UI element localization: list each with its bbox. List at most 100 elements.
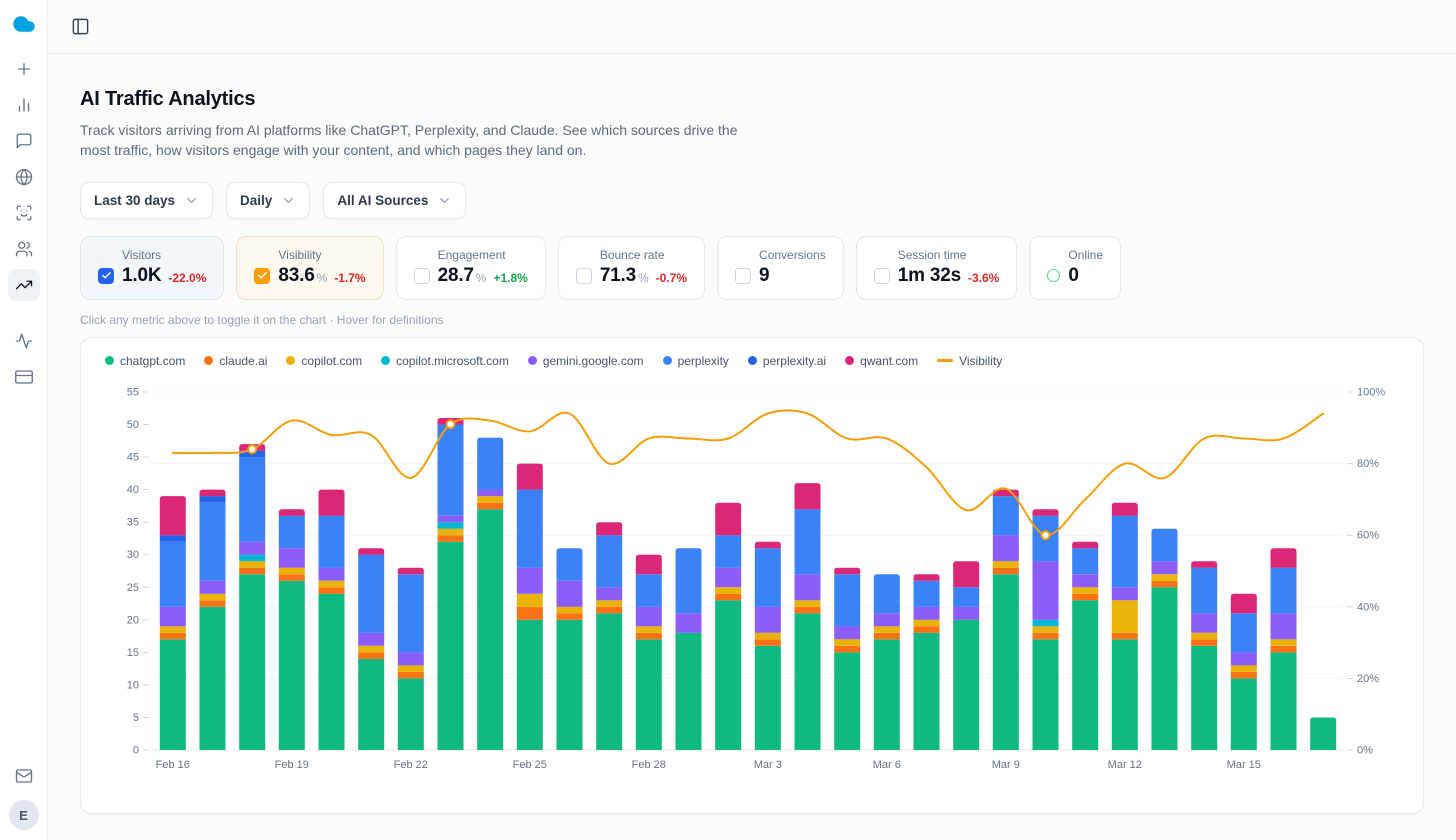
- legend-line-icon: [937, 359, 954, 362]
- metric-value-row: 83.6% -1.7%: [254, 265, 366, 287]
- filters-row: Last 30 days Daily All AI Sources: [80, 181, 1424, 219]
- sidebar-item-ai-traffic[interactable]: [7, 269, 40, 301]
- metric-label: Visibility: [278, 247, 322, 262]
- svg-text:Feb 28: Feb 28: [632, 759, 666, 771]
- metric-value: 9: [759, 264, 770, 286]
- chevron-down-icon: [440, 197, 450, 203]
- legend-label: claude.ai: [219, 353, 268, 368]
- metric-card-bounce-rate[interactable]: Bounce rate 71.3% -0.7%: [557, 235, 706, 300]
- metric-label: Online: [1068, 247, 1104, 262]
- legend-item-gemini-google-com[interactable]: gemini.google.com: [527, 353, 644, 368]
- sidebar-item-activity[interactable]: [8, 325, 40, 357]
- metric-checkbox-checked[interactable]: [254, 267, 271, 284]
- metric-value: 28.7: [437, 264, 474, 286]
- legend-dot-icon: [286, 356, 296, 366]
- svg-text:30: 30: [127, 549, 139, 561]
- filter-label: All AI Sources: [337, 192, 429, 208]
- metric-value: 0: [1068, 264, 1079, 286]
- sidebar-item-billing[interactable]: [8, 361, 40, 393]
- chart-legend: chatgpt.com claude.ai copilot.com copilot.m…: [97, 352, 1407, 378]
- metric-unit: %: [475, 270, 487, 285]
- page-content: AI Traffic Analytics Track visitors arri…: [48, 54, 1456, 840]
- svg-text:25: 25: [127, 581, 139, 593]
- legend-item-perplexity-ai[interactable]: perplexity.ai: [747, 354, 826, 368]
- svg-text:Mar 15: Mar 15: [1227, 759, 1261, 771]
- metrics-hint: Click any metric above to toggle it on t…: [80, 312, 444, 327]
- users-icon: [15, 241, 32, 257]
- app-logo[interactable]: [7, 9, 41, 39]
- sidebar-item-new[interactable]: [8, 53, 40, 85]
- svg-text:45: 45: [127, 451, 139, 463]
- legend-dot-icon: [747, 356, 757, 366]
- svg-text:55: 55: [127, 386, 139, 398]
- svg-text:40: 40: [127, 484, 139, 496]
- metric-checkbox-unchecked[interactable]: [413, 267, 430, 284]
- metric-card-conversions[interactable]: Conversions 9: [717, 235, 844, 300]
- online-indicator: [1047, 269, 1061, 283]
- legend-item-visibility[interactable]: Visibility: [937, 354, 1002, 368]
- metric-delta: -22.0%: [168, 270, 207, 285]
- metric-delta: -1.7%: [334, 270, 366, 285]
- filter-sources[interactable]: All AI Sources: [323, 181, 467, 219]
- legend-item-claude-ai[interactable]: claude.ai: [204, 354, 267, 368]
- sidebar-item-web[interactable]: [8, 161, 40, 193]
- metric-card-visibility[interactable]: Visibility 83.6% -1.7%: [236, 235, 384, 300]
- filter-label: Last 30 days: [94, 192, 176, 208]
- cloud-logo-icon: [12, 16, 35, 32]
- metric-value-row: 1.0K -22.0%: [98, 265, 206, 287]
- svg-text:60%: 60%: [1357, 529, 1379, 541]
- metric-checkbox-checked[interactable]: [98, 267, 114, 284]
- chart-card: chatgpt.com claude.ai copilot.com copilot.m…: [80, 336, 1424, 814]
- legend-item-chatgpt-com[interactable]: chatgpt.com: [105, 354, 185, 368]
- sidebar-item-inbox[interactable]: [8, 760, 40, 792]
- svg-text:20: 20: [127, 614, 139, 626]
- legend-item-copilot-com[interactable]: copilot.com: [286, 354, 362, 368]
- svg-text:80%: 80%: [1357, 458, 1379, 470]
- traffic-chart[interactable]: 0 5 10 15 20 25 30 35 40 45 50 55 0% 20% 40% 60% 80% 100%…: [97, 378, 1407, 802]
- sidebar-item-analytics[interactable]: [8, 89, 40, 121]
- legend-label: copilot.com: [301, 353, 363, 368]
- metric-label: Session time: [897, 247, 967, 262]
- chevron-down-icon: [187, 197, 196, 203]
- metric-card-online[interactable]: Online 0: [1029, 235, 1122, 300]
- check-icon: [101, 272, 111, 279]
- metric-unit: %: [638, 270, 649, 285]
- bar-chart-icon: [18, 98, 29, 112]
- topbar: [48, 0, 1456, 54]
- metric-value-row: 1m 32s -3.6%: [873, 264, 999, 287]
- metric-value: 71.3: [599, 264, 636, 286]
- chevron-down-icon: [284, 197, 294, 203]
- legend-item-qwant-com[interactable]: qwant.com: [845, 354, 918, 368]
- sidebar-item-messages[interactable]: [8, 125, 40, 157]
- filter-date-range[interactable]: Last 30 days: [80, 181, 214, 219]
- legend-dot-icon: [381, 356, 391, 366]
- metric-value: 1m 32s: [897, 264, 961, 286]
- legend-item-perplexity[interactable]: perplexity: [662, 354, 729, 368]
- sidebar-nav: [7, 53, 40, 393]
- svg-text:50: 50: [127, 419, 139, 431]
- metric-checkbox-unchecked[interactable]: [575, 267, 592, 284]
- metric-value: 1.0K: [122, 264, 162, 286]
- filter-granularity[interactable]: Daily: [226, 181, 311, 219]
- legend-item-copilot-microsoft-com[interactable]: copilot.microsoft.com: [381, 354, 509, 368]
- svg-text:0%: 0%: [1357, 744, 1373, 756]
- metric-card-visitors[interactable]: Visitors 1.0K -22.0%: [80, 235, 225, 300]
- metric-checkbox-unchecked[interactable]: [735, 267, 752, 284]
- metric-label: Bounce rate: [599, 247, 665, 262]
- sidebar-item-identity[interactable]: [8, 197, 40, 229]
- metric-card-engagement[interactable]: Engagement 28.7% +1.8%: [395, 235, 546, 300]
- sidebar-toggle-button[interactable]: [64, 11, 96, 43]
- globe-icon: [15, 168, 32, 186]
- svg-text:Mar 6: Mar 6: [873, 759, 901, 771]
- legend-label: gemini.google.com: [542, 353, 644, 368]
- svg-text:Feb 22: Feb 22: [394, 759, 428, 771]
- svg-text:Feb 16: Feb 16: [156, 759, 190, 771]
- avatar[interactable]: E: [8, 800, 39, 830]
- sidebar-item-audience[interactable]: [8, 233, 40, 265]
- metric-card-session-time[interactable]: Session time 1m 32s -3.6%: [855, 235, 1018, 300]
- activity-icon: [15, 333, 32, 349]
- metric-checkbox-unchecked[interactable]: [873, 267, 890, 284]
- svg-text:0: 0: [133, 744, 139, 756]
- svg-text:Mar 9: Mar 9: [992, 759, 1020, 771]
- metric-delta: -0.7%: [655, 270, 688, 285]
